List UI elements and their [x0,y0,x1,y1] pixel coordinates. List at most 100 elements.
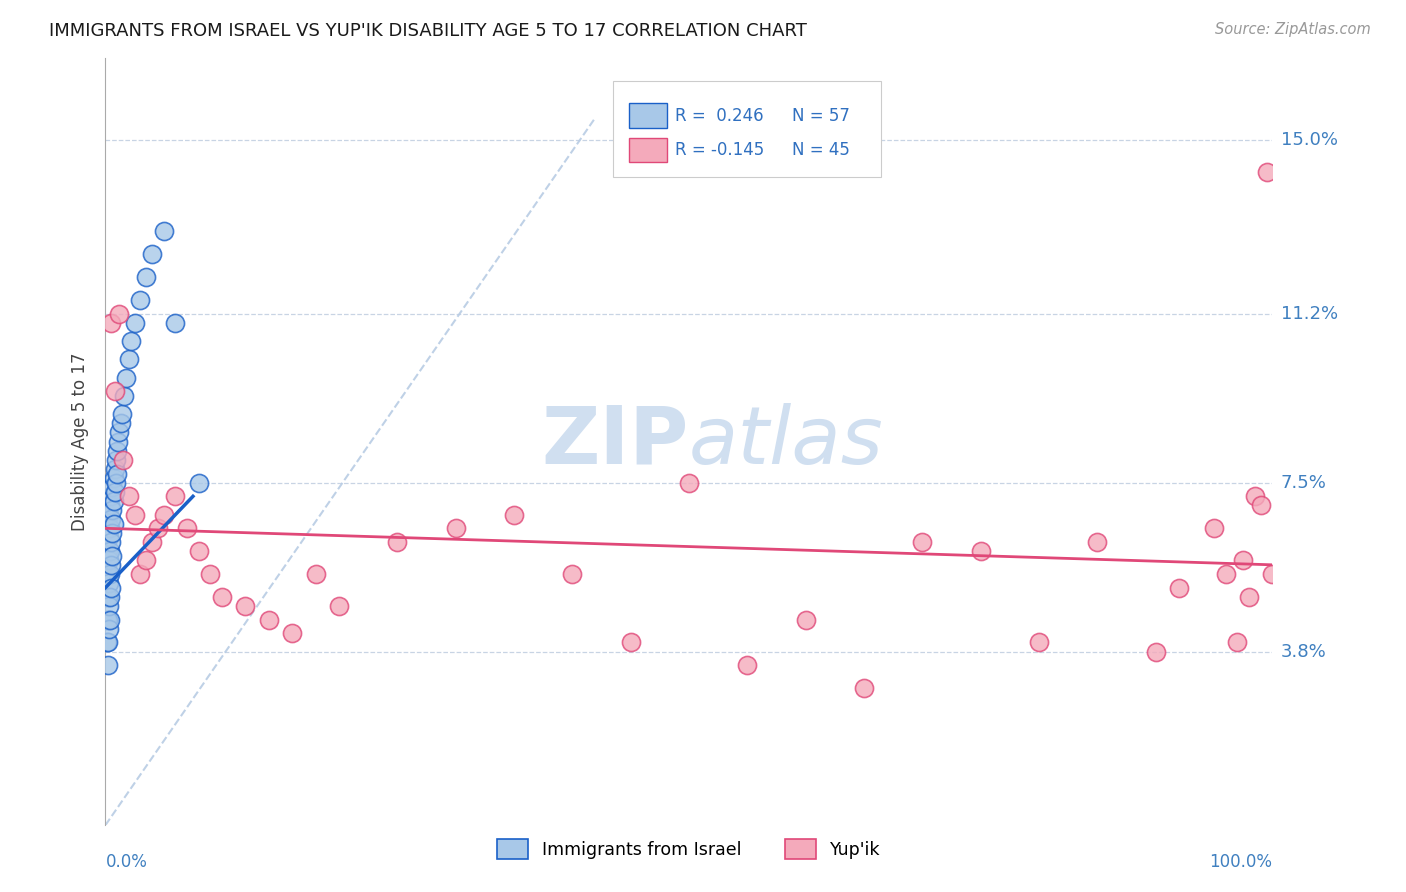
Point [96,590,118,604]
Point [100,558,122,572]
Text: 11.2%: 11.2% [1281,305,1339,323]
Point [118,352,141,367]
Text: R = -0.145: R = -0.145 [675,141,765,159]
Point [211,590,233,604]
Point [165,489,187,503]
Point [146,521,169,535]
Point [1226,635,1249,649]
Point [328,599,350,613]
Point [129,566,152,581]
Point [187,475,209,490]
Point [97,613,120,627]
Point [97,530,120,544]
Point [135,270,157,285]
Point [103,471,125,485]
Point [101,525,124,540]
Point [1261,566,1284,581]
Point [97,590,120,604]
Point [98,566,121,581]
Point [112,389,135,403]
Point [103,516,125,531]
Point [97,553,120,567]
Text: R =  0.246: R = 0.246 [675,106,763,125]
Point [141,535,163,549]
Point [108,307,131,321]
Point [108,425,131,440]
Point [165,316,187,330]
Point [101,503,124,517]
Point [104,484,127,499]
Point [98,521,121,535]
Point [141,247,163,261]
Point [96,544,118,558]
Point [1232,553,1254,567]
Point [98,613,121,627]
Point [1087,535,1109,549]
Point [970,544,993,558]
Point [1244,489,1267,503]
Point [97,566,120,581]
Point [105,467,128,481]
Point [104,475,127,490]
Point [124,508,146,522]
Text: 3.8%: 3.8% [1281,642,1326,661]
Point [257,613,280,627]
Point [444,521,467,535]
Text: N = 45: N = 45 [792,141,849,159]
Text: IMMIGRANTS FROM ISRAEL VS YUP'IK DISABILITY AGE 5 TO 17 CORRELATION CHART: IMMIGRANTS FROM ISRAEL VS YUP'IK DISABIL… [49,22,807,40]
Point [561,566,583,581]
Point [135,553,157,567]
Point [96,635,118,649]
Point [153,508,174,522]
Text: 7.5%: 7.5% [1281,474,1327,491]
Point [104,384,127,399]
Point [105,443,128,458]
Text: 15.0%: 15.0% [1281,131,1337,149]
Point [110,417,132,431]
Point [97,599,120,613]
Point [100,489,122,503]
Point [1215,566,1237,581]
Point [103,494,125,508]
Point [98,544,121,558]
Point [153,225,174,239]
Point [124,316,146,330]
Point [97,521,120,535]
Point [120,334,142,348]
Point [115,370,138,384]
Point [737,658,759,673]
Point [1028,635,1050,649]
Point [129,293,152,307]
Point [100,512,122,526]
Point [200,566,222,581]
Y-axis label: Disability Age 5 to 17: Disability Age 5 to 17 [72,352,90,531]
Point [100,316,122,330]
Point [100,581,122,595]
Point [794,613,817,627]
Point [1202,521,1225,535]
Point [1256,165,1278,179]
Point [96,613,118,627]
Point [678,475,700,490]
Point [235,599,257,613]
Point [503,508,526,522]
Point [98,499,121,513]
Text: Source: ZipAtlas.com: Source: ZipAtlas.com [1215,22,1371,37]
Point [1168,581,1191,595]
Point [101,549,124,563]
Point [107,434,129,449]
Point [911,535,934,549]
Point [97,544,120,558]
Legend: Immigrants from Israel, Yup'ik: Immigrants from Israel, Yup'ik [491,832,887,866]
Point [101,480,124,494]
Point [96,566,118,581]
Point [187,544,209,558]
Point [385,535,409,549]
Point [176,521,198,535]
Point [1250,499,1272,513]
Text: 100.0%: 100.0% [1209,853,1272,871]
Point [104,452,127,467]
Point [100,535,122,549]
Point [1144,644,1167,658]
Point [852,681,875,695]
